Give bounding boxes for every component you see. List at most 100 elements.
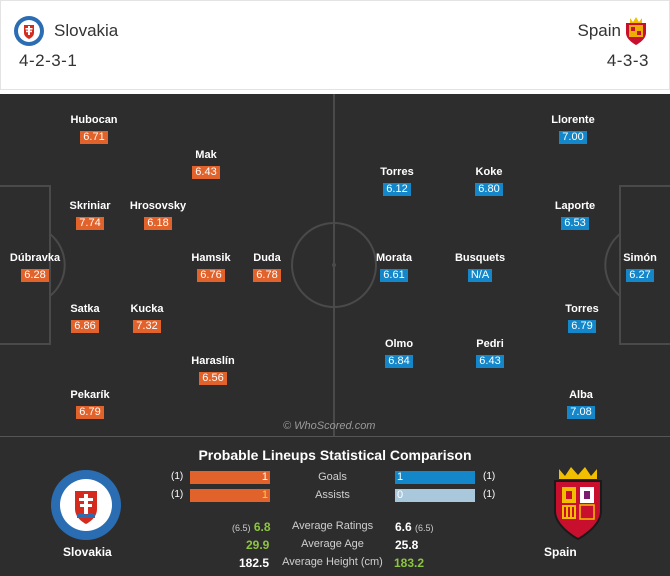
player-rating: 6.79 [568,320,596,333]
player-name: Olmo [384,338,414,350]
player-home-hamsik[interactable]: Hamsik 6.76 [176,252,246,283]
home-assists-value: 1 [261,489,268,501]
watermark: © WhoScored.com [283,420,376,432]
player-home-haraslin[interactable]: Haraslín 6.56 [178,355,248,386]
player-away-simon[interactable]: Simón 6.27 [605,252,670,283]
player-home-hrosovsky[interactable]: Hrosovsky 6.18 [123,200,193,231]
player-name: Haraslín [191,355,235,367]
player-name: Laporte [554,200,596,212]
player-name: Dúbravka [9,252,61,264]
player-home-duda[interactable]: Duda 6.78 [232,252,302,283]
player-away-torres-mid[interactable]: Torres 6.12 [362,166,432,197]
player-home-dubravka[interactable]: Dúbravka 6.28 [0,252,70,283]
player-name: Llorente [551,114,595,126]
home-goals-bar: 1 [190,471,270,484]
spain-crest-icon [554,467,602,541]
away-avg-height: 183.2 [394,556,425,570]
away-assists-bar: 0 [395,489,475,502]
player-rating: 6.78 [253,269,281,282]
player-home-pekarik[interactable]: Pekarík 6.79 [55,389,125,420]
home-avg-rating: (6.5) 6.8 [232,520,271,534]
spain-crest-icon [626,17,646,45]
stat-label: Goals [318,471,347,483]
home-team-name[interactable]: Slovakia [54,21,119,40]
player-name: Torres [380,166,414,178]
player-rating: 6.43 [476,355,504,368]
home-avg-height: 182.5 [239,556,270,570]
player-rating: 7.32 [133,320,161,333]
player-name: Hrosovsky [129,200,187,212]
player-away-torres-def[interactable]: Torres 6.79 [547,303,617,334]
away-goals-bar: 1 [395,471,475,484]
away-goals-fill [395,471,475,484]
player-name: Mak [195,149,217,161]
comparison-title: Probable Lineups Statistical Comparison [198,447,472,463]
player-name: Koke [475,166,503,178]
player-rating: 6.84 [385,355,413,368]
player-name: Satka [70,303,100,315]
stat-label: Average Age [301,538,364,550]
player-rating: 6.43 [192,166,220,179]
player-away-alba[interactable]: Alba 7.08 [546,389,616,420]
stat-label: Average Ratings [291,520,374,532]
player-away-pedri[interactable]: Pedri 6.43 [455,338,525,369]
away-rating-value: 6.6 [395,520,412,534]
player-rating: 7.08 [567,406,595,419]
player-rating: 7.00 [559,131,587,144]
player-rating: 7.74 [76,217,104,230]
player-name: Kucka [130,303,164,315]
pitch-lines [0,94,670,436]
player-rating: N/A [467,269,493,282]
player-name: Duda [253,252,281,264]
away-prev-value: (1) [483,471,496,482]
player-name: Skriniar [69,200,111,212]
home-avg-age: 29.9 [246,538,270,552]
player-rating: 6.27 [626,269,654,282]
away-formation: 4-3-3 [606,51,649,70]
player-home-kucka[interactable]: Kucka 7.32 [112,303,182,334]
player-rating: 6.71 [80,131,108,144]
player-rating: 6.86 [71,320,99,333]
match-header: Slovakia 4-2-3-1 Spain 4-3-3 [0,0,670,90]
home-goals-value: 1 [261,471,268,483]
player-name: Alba [569,389,593,401]
home-rating-value: 6.8 [253,520,271,534]
slovakia-crest-icon [14,16,44,46]
player-away-morata[interactable]: Morata 6.61 [359,252,429,283]
player-away-laporte[interactable]: Laporte 6.53 [540,200,610,231]
home-prev-rating: (6.5) [232,523,251,533]
player-home-mak[interactable]: Mak 6.43 [171,149,241,180]
stat-row-height: 182.5 Average Height (cm) 183.2 [0,556,670,570]
player-name: Hubocan [70,114,118,126]
player-name: Pedri [476,338,504,350]
slovakia-crest-icon [51,470,121,540]
player-away-koke[interactable]: Koke 6.80 [454,166,524,197]
away-avg-rating: 6.6 (6.5) [395,520,434,534]
stat-row-assists: (1) 1 Assists 0 (1) [0,489,670,503]
player-rating: 6.28 [21,269,49,282]
player-rating: 6.80 [475,183,503,196]
away-prev-value: (1) [483,489,496,500]
stat-label: Average Height (cm) [282,556,383,568]
player-name: Morata [375,252,413,264]
player-name: Pekarík [70,389,110,401]
player-home-satka[interactable]: Satka 6.86 [50,303,120,334]
player-name: Torres [565,303,599,315]
away-team-name[interactable]: Spain [577,21,621,40]
stat-row-goals: (1) 1 Goals 1 (1) [0,471,670,485]
player-away-olmo[interactable]: Olmo 6.84 [364,338,434,369]
player-home-hubocan[interactable]: Hubocan 6.71 [59,114,129,145]
player-away-busquets[interactable]: Busquets N/A [445,252,515,283]
player-rating: 6.79 [76,406,104,419]
player-rating: 6.18 [144,217,172,230]
player-home-skriniar[interactable]: Skriniar 7.74 [55,200,125,231]
stat-row-ratings: (6.5) 6.8 Average Ratings 6.6 (6.5) [0,520,670,534]
stat-row-age: 29.9 Average Age 25.8 [0,538,670,552]
player-name: Hamsik [191,252,231,264]
away-avg-age: 25.8 [395,538,419,552]
away-goals-value: 1 [397,471,404,483]
player-away-llorente[interactable]: Llorente 7.00 [538,114,608,145]
player-rating: 6.12 [383,183,411,196]
pitch: Hubocan 6.71 Mak 6.43 Skriniar 7.74 Hros… [0,94,670,436]
home-formation: 4-2-3-1 [19,51,78,70]
